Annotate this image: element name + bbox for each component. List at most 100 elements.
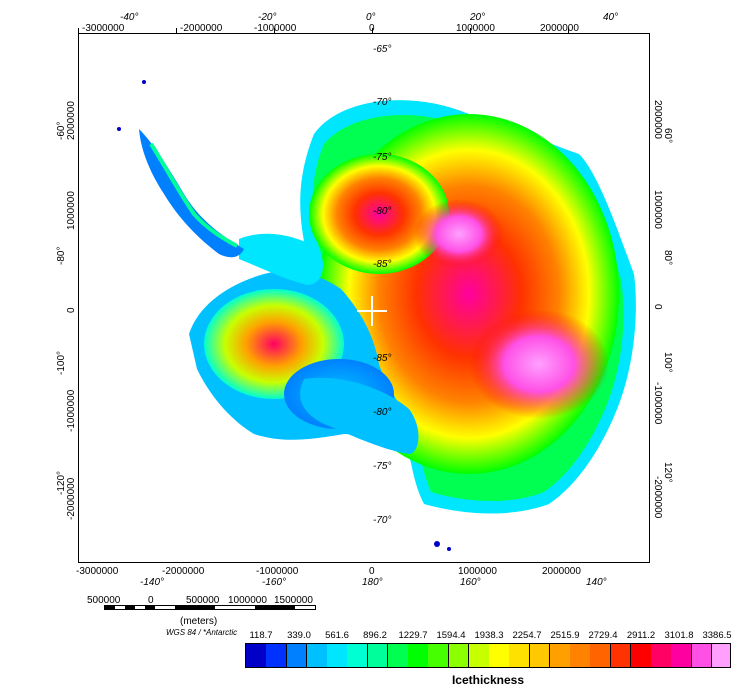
x-tick-label-bottom: 1000000: [458, 566, 497, 577]
top-tick: [274, 28, 275, 33]
top-tick: [470, 28, 471, 33]
y-tick-label-right: -1000000: [652, 382, 663, 425]
colorbar-label: 1594.4: [436, 630, 466, 641]
lon-label-top: -40°: [120, 12, 139, 23]
lon-label-bottom: 180°: [362, 577, 383, 588]
x-tick-label-top: -2000000: [180, 23, 223, 34]
lat-label: -85°: [373, 259, 392, 270]
colorbar-label: 1229.7: [398, 630, 428, 641]
colorbar-swatch: [630, 644, 652, 667]
lat-label: -75°: [373, 461, 392, 472]
colorbar-swatch: [509, 644, 530, 667]
x-tick-label-top: -1000000: [254, 23, 297, 34]
lon-label-left: -100°: [56, 350, 67, 375]
top-tick: [78, 28, 79, 33]
lon-label-top: 0°: [366, 12, 376, 23]
x-tick-label-bottom: 0: [369, 566, 375, 577]
lat-label: -65°: [373, 44, 392, 55]
lon-label-top: 40°: [603, 12, 619, 23]
colorbar-label: 3101.8: [664, 630, 694, 641]
lon-label-bottom: -140°: [140, 577, 165, 588]
colorbar-swatch: [306, 644, 328, 667]
y-tick-label-left: 0: [66, 307, 77, 313]
colorbar-label: 561.6: [325, 630, 349, 641]
colorbar-swatch: [671, 644, 692, 667]
y-tick-label-left: -2000000: [66, 477, 77, 520]
scale-tick-label: 1500000: [274, 595, 313, 606]
scale-units: (meters): [180, 616, 218, 627]
datum-label: WGS 84 / *Antarctic: [166, 628, 238, 637]
lat-label: -70°: [373, 515, 392, 526]
scale-tick-label: 1000000: [228, 595, 267, 606]
y-tick-label-left: 2000000: [66, 101, 77, 140]
colorbar-swatch: [570, 644, 591, 667]
colorbar-label: 3386.5: [702, 630, 732, 641]
colorbar-label: 2254.7: [512, 630, 542, 641]
y-tick-label-left: -1000000: [66, 389, 77, 432]
y-tick-label-left: 1000000: [66, 191, 77, 230]
lon-label-right: 60°: [662, 128, 673, 144]
x-tick-label-bottom: -1000000: [256, 566, 299, 577]
colorbar-label: 1938.3: [474, 630, 504, 641]
colorbar-swatch: [590, 644, 611, 667]
colorbar: [245, 643, 731, 668]
colorbar-swatch: [711, 644, 730, 667]
south-pole-marker: [357, 296, 387, 326]
colorbar-label: 2515.9: [550, 630, 580, 641]
colorbar-labels: 118.7 339.0 561.6 896.2 1229.7 1594.4 1938.3 22…: [245, 630, 731, 642]
x-tick-label-top: 1000000: [456, 23, 495, 34]
colorbar-swatch: [347, 644, 368, 667]
lon-label-right: 100°: [662, 352, 673, 373]
colorbar-swatch: [529, 644, 551, 667]
lon-label-bottom: 140°: [586, 577, 607, 588]
lat-label: -80°: [373, 206, 392, 217]
colorbar-label: 2729.4: [588, 630, 618, 641]
colorbar-swatch: [266, 644, 287, 667]
lon-label-left: -80°: [56, 246, 67, 265]
colorbar-label: 118.7: [249, 630, 273, 641]
colorbar-swatch: [428, 644, 449, 667]
colorbar-swatch: [691, 644, 713, 667]
top-tick: [568, 28, 569, 33]
lon-label-left: -60°: [56, 121, 67, 140]
y-tick-label-right: 1000000: [652, 190, 663, 229]
x-tick-label-bottom: -3000000: [76, 566, 119, 577]
colorbar-swatch: [286, 644, 308, 667]
colorbar-swatch: [367, 644, 389, 667]
lon-label-right: 120°: [662, 462, 673, 483]
x-tick-label-top: 0: [369, 23, 375, 34]
colorbar-title: Icethickness: [451, 673, 525, 687]
lon-label-top: 20°: [470, 12, 486, 23]
ross-ice-shelf: [300, 377, 419, 454]
colorbar-swatch: [610, 644, 632, 667]
colorbar-swatch: [387, 644, 409, 667]
top-tick: [372, 28, 373, 33]
x-tick-label-top: 2000000: [540, 23, 579, 34]
lon-label-bottom: 160°: [460, 577, 481, 588]
weddell-ice-shelf: [239, 233, 324, 285]
scale-tick-label: 0: [148, 595, 154, 606]
y-tick-label-right: 0: [652, 304, 663, 310]
colorbar-label: 2911.2: [626, 630, 656, 641]
colorbar-swatch: [408, 644, 429, 667]
lon-label-top: -20°: [258, 12, 277, 23]
colorbar-swatch: [327, 644, 348, 667]
colorbar-label: 339.0: [287, 630, 311, 641]
colorbar-swatch: [651, 644, 672, 667]
colorbar-label: 896.2: [363, 630, 387, 641]
lon-label-left: -120°: [56, 470, 67, 495]
antarctica-ice-thickness-map: [117, 80, 636, 551]
colorbar-swatch: [489, 644, 510, 667]
top-tick: [176, 28, 177, 33]
colorbar-swatch: [549, 644, 571, 667]
lon-label-right: 80°: [662, 250, 673, 266]
colorbar-swatch: [468, 644, 490, 667]
x-tick-label-bottom: -2000000: [162, 566, 205, 577]
colorbar-swatch: [246, 644, 267, 667]
scale-tick-label: 500000: [186, 595, 220, 606]
map-frame: [78, 33, 650, 563]
x-tick-label-bottom: 2000000: [542, 566, 581, 577]
lat-label: -70°: [373, 97, 392, 108]
x-tick-label-top: -3000000: [82, 23, 125, 34]
lat-label: -85°: [373, 353, 392, 364]
